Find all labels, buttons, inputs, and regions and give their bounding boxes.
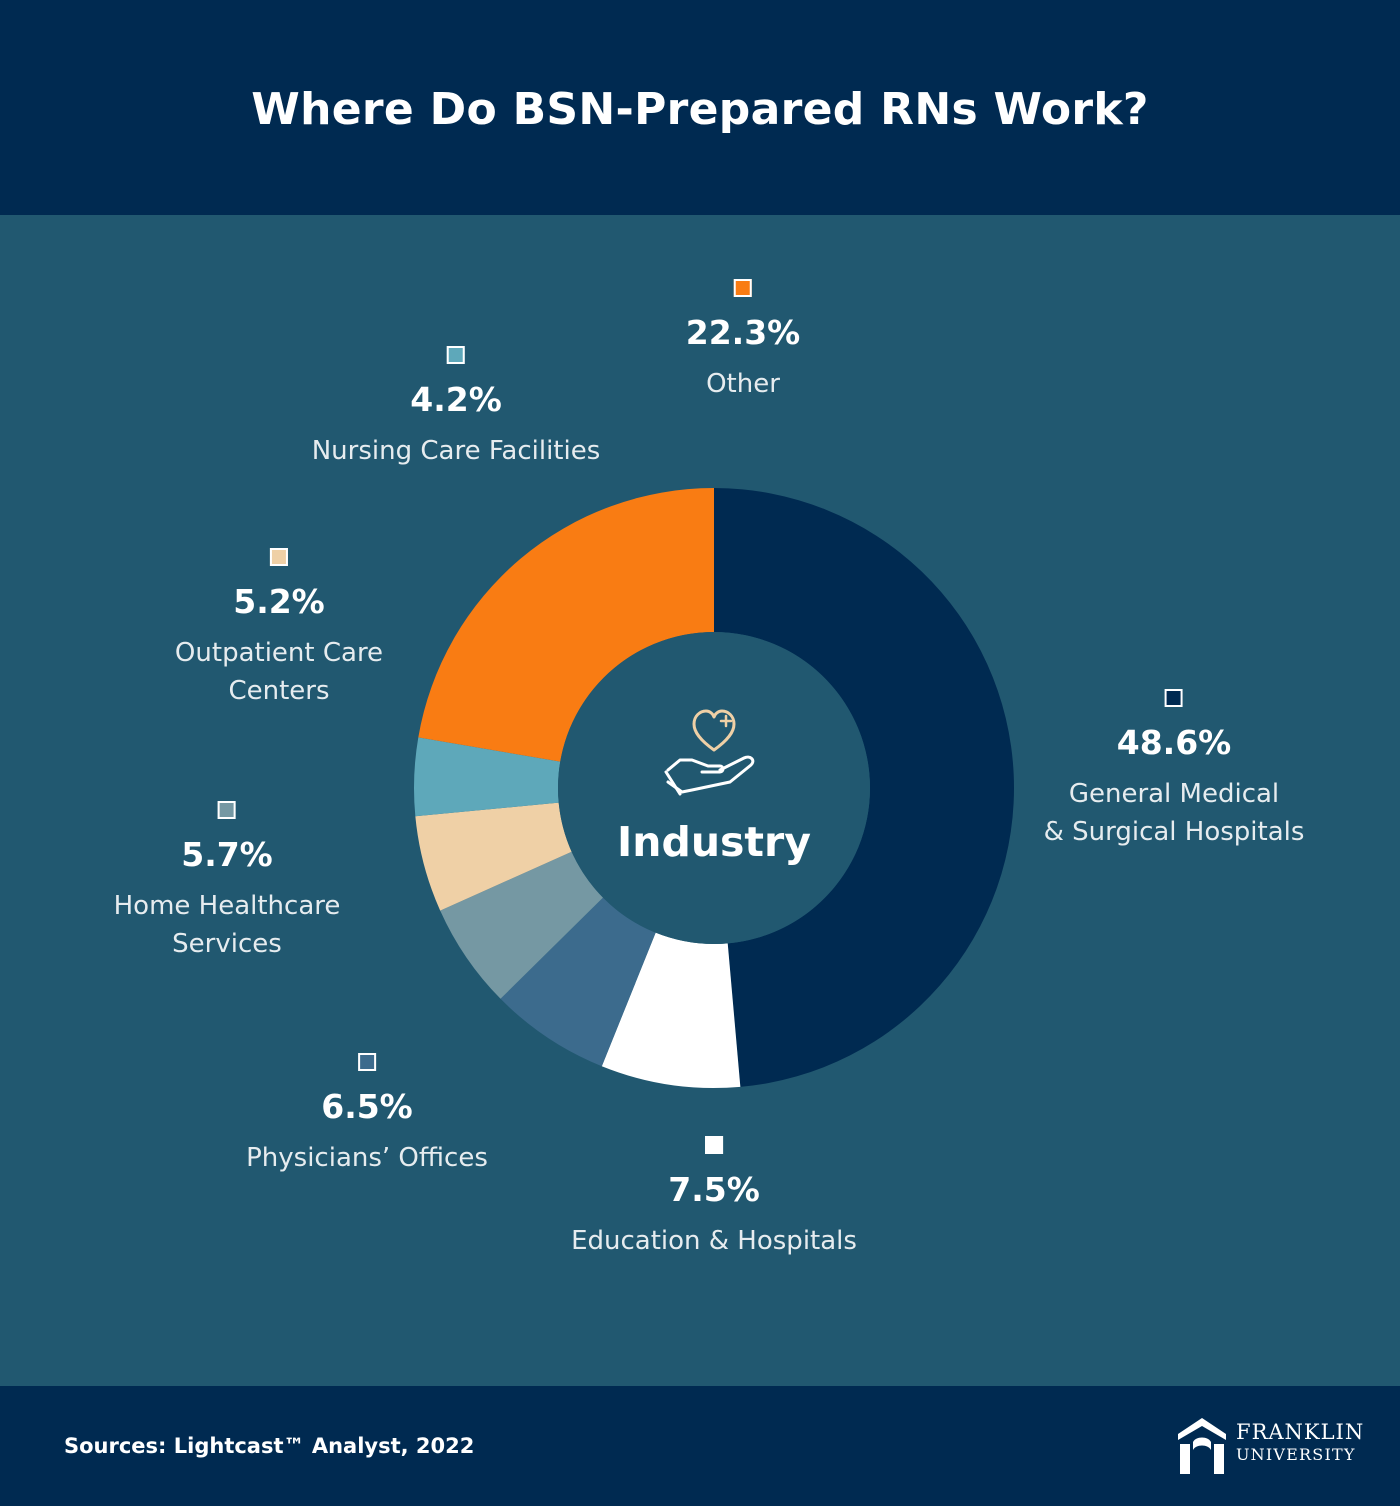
slice-percentage: 4.2% [410,380,502,419]
legend-swatch [357,1053,376,1071]
slice-label-general-medical-surgical-hospitals: 48.6% General Medical & Surgical Hospitals [1044,689,1305,851]
slice-percentage: 5.7% [181,835,273,874]
slice-percentage: 5.2% [233,582,325,621]
slice-label-nursing-care-facilities: 4.2% Nursing Care Facilities [312,346,601,470]
category-label-line: Education & Hospitals [571,1226,857,1256]
category-label-line: Other [706,369,780,399]
footer-band [0,1386,1400,1506]
legend-swatch [705,1136,723,1154]
slice-label-physicians-offices: 6.5% Physicians’ Offices [246,1053,488,1177]
slice-category-label: Home Healthcare Services [114,887,341,963]
slice-category-label: Nursing Care Facilities [312,432,601,470]
header-band [0,0,1400,215]
source-note: Sources: Lightcast™ Analyst, 2022 [64,1434,475,1458]
slice-percentage: 22.3% [685,313,801,352]
donut-slice-physicians-offices [500,897,656,1067]
donut-slice-other [418,488,714,762]
legend-swatch [734,279,752,297]
slice-percentage: 7.5% [668,1170,760,1209]
slice-category-label: Outpatient Care Centers [175,634,383,710]
category-label-line: Centers [228,676,330,706]
slice-label-education-hospitals: 7.5% Education & Hospitals [571,1136,857,1260]
slice-category-label: General Medical & Surgical Hospitals [1044,775,1305,851]
logo-text-university: UNIVERSITY [1236,1445,1356,1464]
donut-hole [558,632,870,944]
hand-heart-icon [664,709,755,796]
donut-slice-general-medical-surgical-hospitals [714,488,1015,1087]
category-label-line: Physicians’ Offices [246,1143,488,1173]
category-label-line: General Medical [1068,779,1280,809]
slice-percentage: 6.5% [321,1087,413,1126]
slice-label-outpatient-care-centers: 5.2% Outpatient Care Centers [175,548,383,710]
category-label-line: Services [172,929,282,959]
slice-category-label: Other [686,365,801,403]
slice-category-label: Education & Hospitals [571,1222,857,1260]
logo-arch-icon [1178,1418,1226,1474]
slice-label-home-healthcare-services: 5.7% Home Healthcare Services [114,801,341,963]
slice-percentage: 48.6% [1116,723,1232,762]
center-label: Industry [617,818,811,866]
donut-slice-education-hospitals [601,932,741,1088]
category-label-line: & Surgical Hospitals [1043,817,1305,847]
legend-swatch [447,346,465,364]
slice-label-other: 22.3% Other [685,279,801,403]
donut-slice-home-healthcare-services [440,851,604,999]
slice-category-label: Physicians’ Offices [246,1139,488,1177]
logo-text-franklin: FRANKLIN [1236,1420,1365,1444]
donut-slice-outpatient-care-centers [415,802,572,911]
legend-swatch [1164,689,1183,707]
legend-swatch [269,548,288,566]
legend-swatch [217,801,236,819]
category-label-line: Outpatient Care [174,638,384,668]
category-label-line: Nursing Care Facilities [311,436,601,466]
chart-title: Where Do BSN-Prepared RNs Work? [251,84,1149,135]
franklin-university-logo: FRANKLIN UNIVERSITY [1176,1414,1363,1476]
donut-slice-nursing-care-facilities [414,737,561,817]
category-label-line: Home Healthcare [113,891,341,921]
